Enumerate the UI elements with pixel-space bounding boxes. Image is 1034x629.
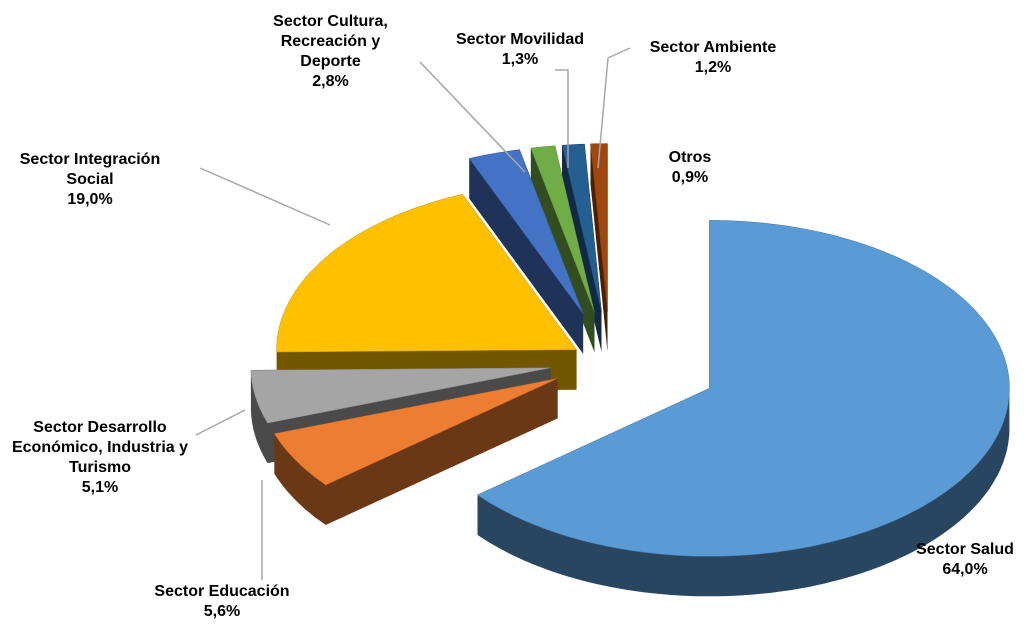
slice <box>276 194 578 353</box>
label: Otros 0,9% <box>640 148 740 188</box>
slice <box>273 378 558 486</box>
value-label: 5,6% <box>203 603 241 620</box>
leader-line <box>419 61 526 173</box>
value-label: 2,8% <box>312 73 349 90</box>
value-label: 19,0% <box>67 191 113 208</box>
category-label: Sector Movilidad <box>455 31 585 48</box>
slice-side <box>274 378 558 525</box>
slice <box>561 143 602 312</box>
value-label: 0,9% <box>671 169 709 186</box>
label: Sector Movilidad 1,3% <box>430 30 610 70</box>
slice <box>590 143 608 312</box>
label: Sector Ambiente 1,2% <box>628 38 798 78</box>
value-label: 5,1% <box>81 479 119 496</box>
label: Sector Integración Social 19,0% <box>5 150 175 210</box>
category-label: Otros <box>668 149 712 166</box>
category-label: Sector Integración Social <box>19 151 161 188</box>
category-label: Sector Desarrollo Económico, Industria y… <box>11 419 189 476</box>
slice <box>530 145 595 313</box>
label: Sector Educación 5,6% <box>122 582 322 622</box>
category-label: Sector Ambiente <box>649 39 777 56</box>
leader-line <box>597 47 631 169</box>
label: Sector Salud 64,0% <box>895 540 1034 580</box>
leader-line <box>199 167 331 226</box>
slice <box>250 367 551 424</box>
category-label: Sector Salud <box>916 541 1014 558</box>
slice-side <box>530 145 595 353</box>
value-label: 1,2% <box>694 59 732 76</box>
category-label: Sector Educación <box>154 583 290 600</box>
slice <box>468 149 584 315</box>
label: Sector Cultura, Recreación y Deporte 2,8% <box>258 12 403 92</box>
slice <box>476 220 1010 557</box>
leader-line <box>555 69 569 168</box>
value-label: 64,0% <box>942 561 988 578</box>
value-label: 1,3% <box>501 51 539 68</box>
leader-line <box>195 409 246 436</box>
category-label: Sector Cultura, Recreación y Deporte <box>273 13 388 70</box>
label: Sector Desarrollo Económico, Industria y… <box>10 418 190 498</box>
slice-side <box>469 149 584 354</box>
